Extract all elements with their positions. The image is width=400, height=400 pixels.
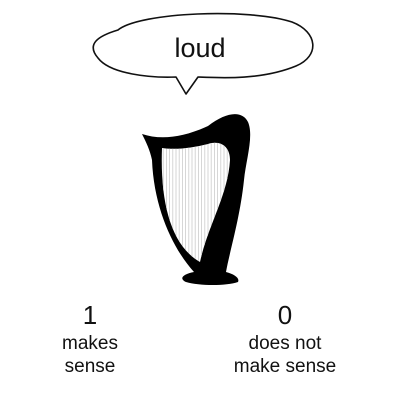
option-value: 1 — [82, 300, 98, 330]
option-label-line1: makes — [62, 333, 118, 354]
option-label-line1: does not — [248, 333, 322, 354]
option-label-line2: make sense — [233, 356, 337, 377]
option-label-line2: sense — [64, 356, 116, 377]
option-does-not-make-sense[interactable]: 0 does not make sense — [215, 298, 355, 378]
option-value: 0 — [277, 300, 293, 330]
harp-icon — [142, 114, 251, 285]
stimulus-word: loud — [174, 33, 226, 63]
option-makes-sense[interactable]: 1 makes sense — [40, 298, 140, 378]
speech-bubble — [92, 12, 314, 95]
